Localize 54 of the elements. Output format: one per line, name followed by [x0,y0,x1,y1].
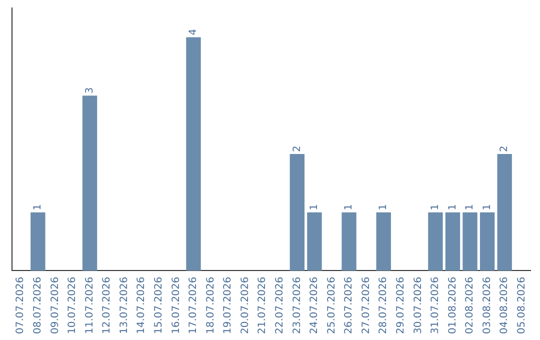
x-tick-label: 21.07.2026 [257,276,268,334]
data-label: 1 [309,204,320,210]
x-tick-label: 08.07.2026 [32,276,44,334]
bar [342,212,356,271]
bar [480,212,495,271]
bar [30,212,46,271]
x-tick-label: 16.07.2026 [170,276,182,334]
bar [462,212,478,271]
x-tick-label: 23.07.2026 [292,276,303,334]
x-tick-label: 15.07.2026 [154,276,165,334]
data-label: 1 [430,204,442,210]
data-label: 2 [292,146,303,152]
data-label: 1 [32,204,44,210]
x-tick-label: 18.07.2026 [205,276,216,334]
data-label: 1 [464,204,476,210]
bar [186,37,201,271]
x-tick-label: 03.08.2026 [482,276,493,334]
x-tick-label: 07.07.2026 [15,276,26,334]
data-label: 2 [499,146,510,152]
x-tick-label: 02.08.2026 [464,276,476,334]
x-tick-label: 25.07.2026 [326,276,338,334]
bar [428,212,443,271]
x-tick-label: 31.07.2026 [430,276,442,334]
data-label: 3 [84,87,96,94]
bar [497,154,512,271]
x-tick-label: 05.08.2026 [516,276,528,334]
x-tick-label: 22.07.2026 [274,276,286,334]
bar [445,212,460,271]
x-tick-label: 17.07.2026 [188,276,200,334]
bar [290,154,305,271]
data-label: 1 [344,204,355,210]
data-label: 4 [188,28,200,36]
x-tick-label: 19.07.2026 [222,276,234,334]
data-label: 1 [447,204,458,210]
x-tick-label: 28.07.2026 [378,276,390,334]
x-tick-label: 24.07.2026 [309,276,320,334]
x-tick-label: 10.07.2026 [67,276,78,334]
x-tick-label: 14.07.2026 [136,276,148,334]
x-tick-label: 12.07.2026 [102,276,113,334]
x-tick-label: 26.07.2026 [344,276,355,334]
x-tick-label: 27.07.2026 [360,276,372,334]
x-tick-label: 29.07.2026 [395,276,406,334]
bar [307,212,322,271]
data-label: 1 [378,204,390,210]
x-tick-label: 11.07.2026 [84,276,96,334]
x-tick-label: 20.07.2026 [240,276,251,334]
x-tick-label: 09.07.2026 [50,276,61,334]
x-tick-label: 30.07.2026 [412,276,424,334]
x-tick-label: 13.07.2026 [118,276,130,334]
bar [376,212,391,271]
x-tick-label: 01.08.2026 [447,276,458,334]
bar [82,96,98,271]
data-label: 1 [482,204,493,210]
x-tick-label: 04.08.2026 [499,276,510,334]
